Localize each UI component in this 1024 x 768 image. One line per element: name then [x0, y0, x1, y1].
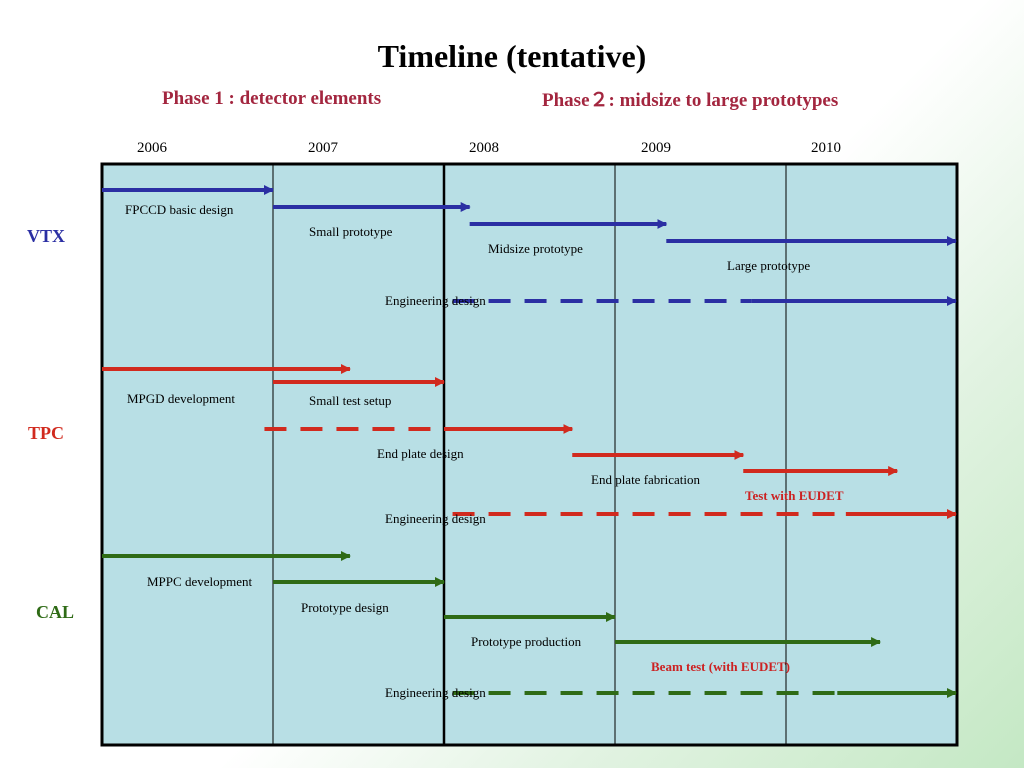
task-label: Engineering design	[385, 511, 486, 526]
phase1-heading: Phase 1 : detector elements	[162, 88, 382, 109]
year-label-2006: 2006	[137, 140, 167, 156]
group-label-tpc: TPC	[28, 423, 64, 443]
task-label: MPGD development	[127, 391, 235, 406]
task-label: MPPC development	[147, 574, 252, 589]
phase2-heading: Phase２: midsize to large prototypes	[542, 90, 839, 111]
task-label: Prototype production	[471, 634, 582, 649]
task-label: Small prototype	[309, 224, 393, 239]
slide-title: Timeline (tentative)	[377, 38, 647, 74]
task-label: End plate fabrication	[591, 472, 701, 487]
year-label-2010: 2010	[811, 140, 841, 156]
task-label: Engineering design	[385, 293, 486, 308]
task-label: Test with EUDET	[745, 488, 844, 503]
task-label: Engineering design	[385, 685, 486, 700]
task-label: Prototype design	[301, 600, 389, 615]
task-label: Large prototype	[727, 258, 810, 273]
year-label-2007: 2007	[308, 140, 338, 156]
year-label-2009: 2009	[641, 140, 671, 156]
task-label: Small test setup	[309, 393, 391, 408]
group-label-vtx: VTX	[27, 226, 66, 246]
task-label: FPCCD basic design	[125, 202, 234, 217]
task-label: End plate design	[377, 446, 464, 461]
task-label: Midsize prototype	[488, 241, 583, 256]
task-label: Beam test (with EUDET)	[651, 659, 790, 674]
year-label-2008: 2008	[469, 140, 499, 156]
timeline-frame	[100, 162, 959, 747]
group-label-cal: CAL	[36, 602, 75, 622]
